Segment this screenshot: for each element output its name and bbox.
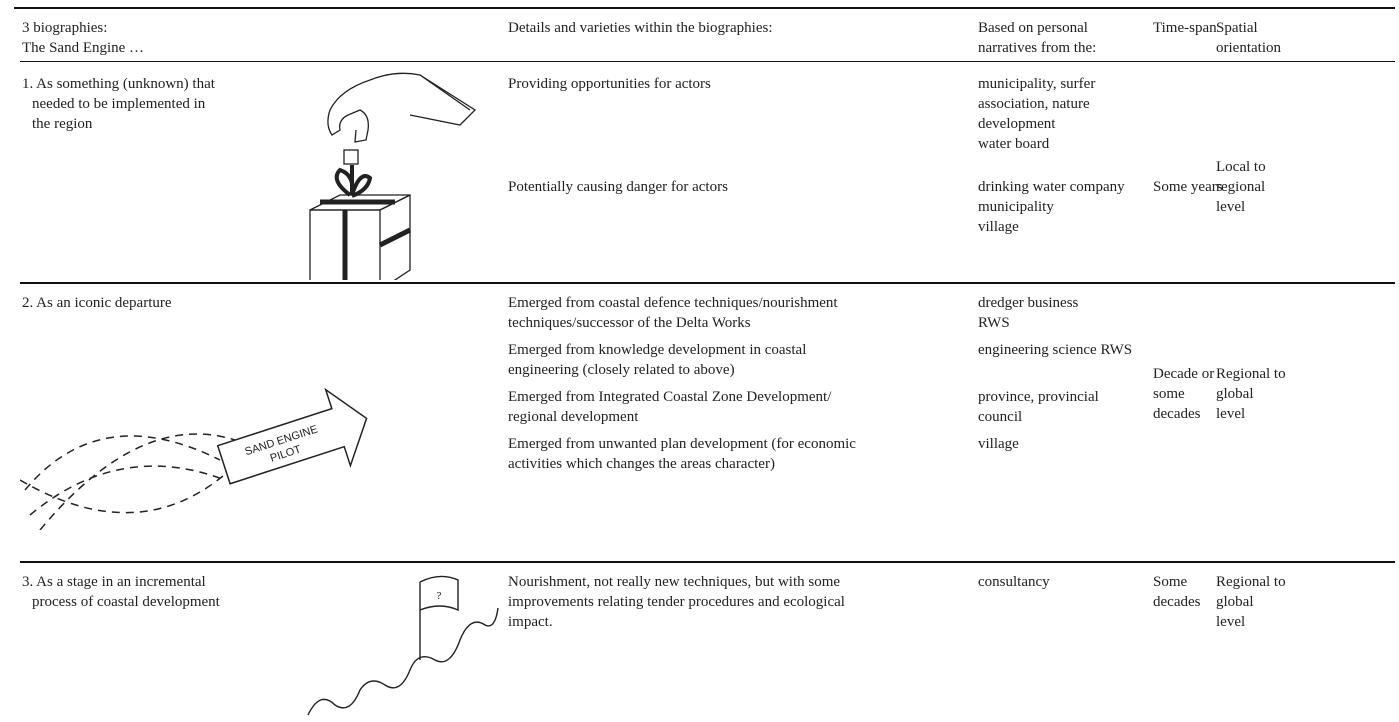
row-rule: [20, 561, 1395, 563]
detail: Emerged from coastal defence techniques/…: [508, 295, 838, 331]
sand-engine-icon: SAND ENGINE PILOT: [20, 387, 368, 530]
header-cell: Details and varieties within the biograp…: [508, 20, 773, 36]
gift-icon: [309, 72, 477, 280]
detail: Emerged from unwanted plan development (…: [508, 436, 856, 472]
detail: Nourishment, not really new techniques, …: [508, 574, 845, 630]
spatial: Regional to global level: [1216, 366, 1286, 422]
time-span: Some years: [1153, 179, 1223, 195]
narratives: municipality, surfer association, nature…: [978, 76, 1096, 152]
detail: Providing opportunities for actors: [508, 76, 711, 92]
narratives: dredger business RWS: [978, 295, 1079, 331]
header-cell: Based on personal narratives from the:: [978, 20, 1097, 56]
row-rule: [20, 282, 1395, 284]
header-rule: [20, 61, 1395, 62]
spatial: Regional to global level: [1216, 574, 1286, 630]
detail: Emerged from knowledge development in co…: [508, 342, 807, 378]
svg-text:?: ?: [437, 590, 442, 602]
narratives: province, provincial council: [978, 389, 1099, 425]
biography: 2. As an iconic departure: [22, 295, 172, 311]
header-cell: 3 biographies: The Sand Engine …: [22, 20, 145, 56]
time-span: Some decades: [1153, 574, 1201, 610]
narratives: village: [978, 436, 1019, 452]
top-rule: [14, 7, 1395, 9]
narratives: consultancy: [978, 574, 1050, 590]
detail: Emerged from Integrated Coastal Zone Dev…: [508, 389, 832, 425]
header-cell: Time-span: [1153, 20, 1217, 36]
biography: 3. As a stage in an incremental process …: [22, 574, 220, 610]
biography: 1. As something (unknown) that needed to…: [22, 76, 215, 132]
time-span: Decade or some decades: [1153, 366, 1215, 422]
detail: Potentially causing danger for actors: [508, 179, 728, 195]
narratives: engineering science RWS: [978, 342, 1133, 358]
header-cell: Spatial orientation: [1216, 20, 1281, 56]
narratives: drinking water company municipality vill…: [978, 179, 1125, 235]
spatial: Local to regional level: [1216, 159, 1266, 215]
flag-icon: ?: [307, 575, 499, 716]
